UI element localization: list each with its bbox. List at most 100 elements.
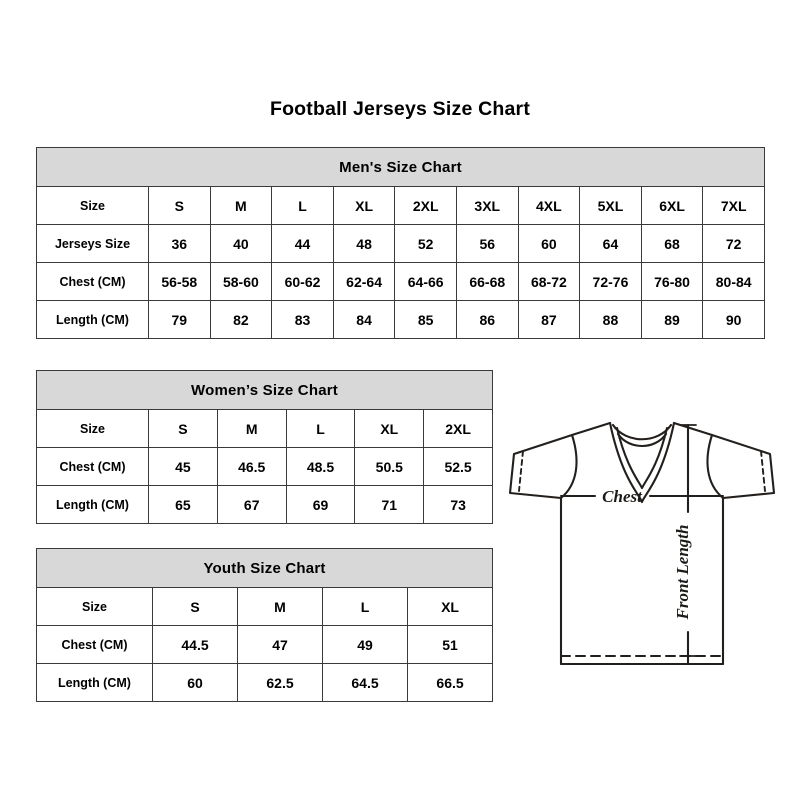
chest-measure-label: Chest: [602, 487, 643, 506]
mens-chest-5xl: 72-76: [579, 262, 642, 301]
vneck-inner-arc-1: [615, 426, 669, 490]
mens-jerseys-size-4xl: 60: [517, 224, 581, 263]
mens-length-l: 83: [271, 300, 334, 339]
row-label-length: Length (CM): [36, 485, 149, 524]
jersey-measurement-diagram: Chest Front Length: [500, 392, 784, 692]
youth-length-xl: 66.5: [406, 663, 494, 702]
mens-chest-xl: 62-64: [332, 262, 396, 301]
table-row: Size S M L XL 2XL: [36, 409, 494, 448]
womens-length-2xl: 73: [423, 485, 494, 524]
row-label-size: Size: [36, 409, 149, 448]
mens-jerseys-size-6xl: 68: [640, 224, 704, 263]
row-label-length: Length (CM): [36, 663, 153, 702]
mens-size-4xl: 4XL: [517, 186, 581, 225]
table-row: Size S M L XL 2XL 3XL 4XL 5XL 6XL 7XL: [36, 186, 765, 225]
mens-length-4xl: 87: [517, 300, 581, 339]
table-header-band: Men's Size Chart: [36, 147, 765, 187]
youth-chest-xl: 51: [406, 625, 494, 664]
mens-size-s: S: [148, 186, 211, 225]
womens-size-2xl: 2XL: [423, 409, 494, 448]
row-label-chest: Chest (CM): [36, 262, 149, 301]
mens-length-s: 79: [148, 300, 211, 339]
table-row: Chest (CM) 45 46.5 48.5 50.5 52.5: [36, 447, 494, 486]
mens-jerseys-size-5xl: 64: [579, 224, 642, 263]
mens-size-6xl: 6XL: [640, 186, 704, 225]
youth-chest-m: 47: [237, 625, 323, 664]
mens-chest-m: 58-60: [209, 262, 273, 301]
mens-jerseys-size-3xl: 56: [455, 224, 519, 263]
womens-size-s: S: [148, 409, 218, 448]
mens-size-5xl: 5XL: [579, 186, 642, 225]
page-title: Football Jerseys Size Chart: [269, 98, 531, 120]
mens-jerseys-size-m: 40: [209, 224, 273, 263]
table-header-band: Women’s Size Chart: [35, 370, 494, 410]
mens-length-2xl: 85: [394, 300, 457, 339]
table-row: Chest (CM) 44.5 47 49 51: [36, 625, 494, 664]
youth-length-m: 62.5: [237, 663, 323, 702]
left-sleeve-outline: [508, 421, 612, 500]
mens-chest-6xl: 76-80: [640, 262, 704, 301]
mens-length-7xl: 90: [702, 300, 765, 339]
mens-jerseys-size-2xl: 52: [394, 224, 457, 263]
mens-length-6xl: 89: [640, 300, 704, 339]
youth-size-xl: XL: [406, 587, 494, 626]
mens-chest-4xl: 68-72: [517, 262, 581, 301]
mens-length-5xl: 88: [579, 300, 642, 339]
mens-jerseys-size-s: 36: [148, 224, 211, 263]
womens-chest-xl: 50.5: [354, 447, 425, 486]
womens-chest-l: 48.5: [285, 447, 356, 486]
left-armhole-seam: [559, 433, 578, 500]
womens-chest-m: 46.5: [216, 447, 287, 486]
mens-jerseys-size-7xl: 72: [702, 224, 765, 263]
mens-size-l: L: [271, 186, 334, 225]
mens-jerseys-size-xl: 48: [332, 224, 396, 263]
row-label-chest: Chest (CM): [36, 625, 153, 664]
mens-band-title: Men's Size Chart: [36, 147, 765, 187]
mens-chest-2xl: 64-66: [394, 262, 457, 301]
mens-chest-7xl: 80-84: [702, 262, 765, 301]
row-label-length: Length (CM): [36, 300, 149, 339]
youth-size-s: S: [152, 587, 238, 626]
vneck-outer-collar: [608, 421, 676, 504]
womens-size-table: Women’s Size Chart Size S M L XL 2XL Che…: [35, 370, 494, 524]
row-label-size: Size: [36, 587, 153, 626]
right-sleeve-outline: [672, 421, 776, 500]
womens-chest-s: 45: [148, 447, 218, 486]
youth-size-l: L: [322, 587, 408, 626]
womens-size-l: L: [285, 409, 356, 448]
womens-length-m: 67: [216, 485, 287, 524]
womens-length-s: 65: [148, 485, 218, 524]
mens-length-m: 82: [209, 300, 273, 339]
youth-chest-l: 49: [322, 625, 408, 664]
row-label-jerseys-size: Jerseys Size: [36, 224, 149, 263]
jersey-outline-icon: Chest Front Length: [508, 421, 776, 666]
right-armhole-seam: [706, 433, 725, 500]
mens-size-2xl: 2XL: [394, 186, 457, 225]
youth-band-title: Youth Size Chart: [35, 548, 494, 588]
row-label-chest: Chest (CM): [36, 447, 149, 486]
right-cuff-dashed-line: [760, 450, 766, 492]
table-row: Chest (CM) 56-58 58-60 60-62 62-64 64-66…: [36, 262, 765, 301]
row-label-size: Size: [36, 186, 149, 225]
mens-length-xl: 84: [332, 300, 396, 339]
table-header-band: Youth Size Chart: [35, 548, 494, 588]
youth-chest-s: 44.5: [152, 625, 238, 664]
womens-size-xl: XL: [354, 409, 425, 448]
womens-size-m: M: [216, 409, 287, 448]
youth-size-m: M: [237, 587, 323, 626]
table-row: Length (CM) 65 67 69 71 73: [36, 485, 494, 524]
table-row: Size S M L XL: [36, 587, 494, 626]
mens-size-7xl: 7XL: [702, 186, 765, 225]
table-row: Length (CM) 79 82 83 84 85 86 87 88 89 9…: [36, 300, 765, 339]
table-row: Length (CM) 60 62.5 64.5 66.5: [36, 663, 494, 702]
mens-jerseys-size-l: 44: [271, 224, 334, 263]
womens-band-title: Women’s Size Chart: [35, 370, 494, 410]
mens-size-3xl: 3XL: [455, 186, 519, 225]
mens-chest-3xl: 66-68: [455, 262, 519, 301]
womens-chest-2xl: 52.5: [423, 447, 494, 486]
vneck-collar-arc-top: [611, 423, 673, 441]
front-length-measure-label: Front Length: [673, 525, 692, 621]
youth-length-s: 60: [152, 663, 238, 702]
mens-chest-s: 56-58: [148, 262, 211, 301]
